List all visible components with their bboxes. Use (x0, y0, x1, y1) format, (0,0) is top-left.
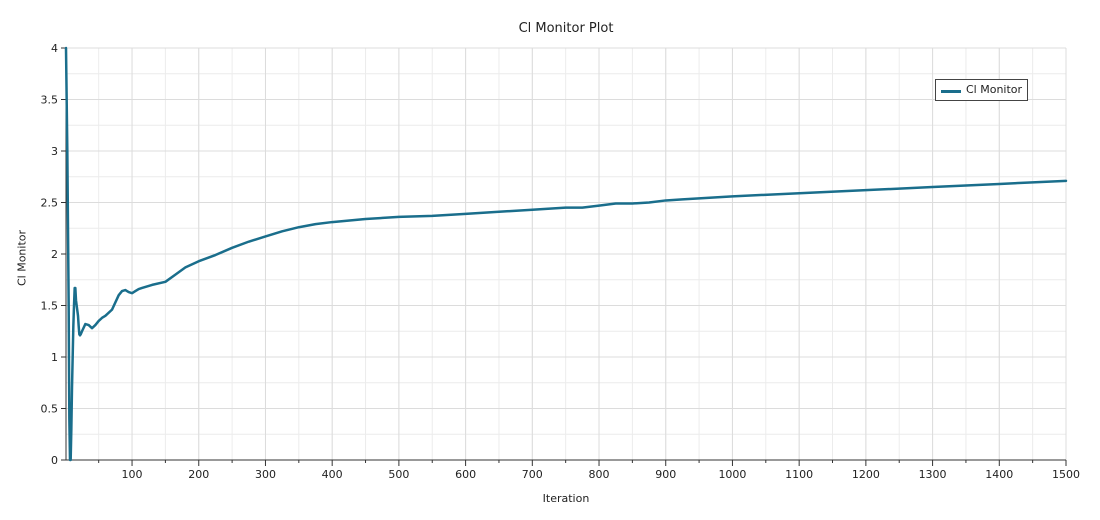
x-tick-label: 1500 (1052, 468, 1080, 481)
y-tick-label: 1 (51, 351, 58, 364)
series-layer (64, 46, 1068, 462)
x-tick-label: 100 (122, 468, 143, 481)
legend-label: Cl Monitor (966, 83, 1023, 96)
grid (66, 47, 1067, 460)
y-tick-label: 3 (51, 145, 58, 158)
ticks: 100 200 300 400 500 600 700 800 900 1000 1100 1200 1… (41, 42, 1081, 481)
x-tick-label: 1100 (785, 468, 813, 481)
y-tick-label: 0 (51, 454, 58, 467)
x-tick-label: 500 (388, 468, 409, 481)
series-line-cl-monitor (64, 46, 1068, 462)
x-tick-label: 200 (188, 468, 209, 481)
x-tick-label: 900 (655, 468, 676, 481)
x-tick-label: 1200 (852, 468, 880, 481)
x-tick-label: 400 (322, 468, 343, 481)
y-tick-label: 4 (51, 42, 58, 55)
x-tick-label: 1300 (919, 468, 947, 481)
x-tick-label: 800 (589, 468, 610, 481)
x-tick-label: 1400 (985, 468, 1013, 481)
legend: Cl Monitor (935, 79, 1028, 101)
x-axis-label: Iteration (542, 492, 590, 505)
y-tick-label: 2 (51, 248, 58, 261)
x-tick-label: 700 (522, 468, 543, 481)
y-tick-label: 1.5 (41, 300, 59, 313)
x-tick-label: 1000 (718, 468, 746, 481)
y-tick-label: 3.5 (41, 94, 59, 107)
y-tick-label: 0.5 (41, 403, 59, 416)
x-tick-label: 300 (255, 468, 276, 481)
y-tick-label: 2.5 (41, 197, 59, 210)
x-tick-label: 600 (455, 468, 476, 481)
legend-swatch (941, 90, 961, 93)
chart-title: Cl Monitor Plot (518, 21, 614, 36)
